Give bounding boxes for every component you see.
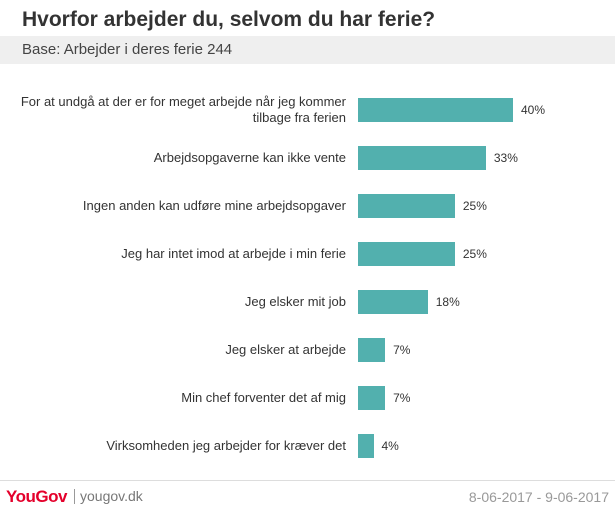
bar — [358, 338, 386, 362]
category-label: Jeg elsker mit job — [244, 294, 346, 309]
value-label: 7% — [393, 391, 411, 405]
bar — [358, 290, 428, 314]
value-label: 25% — [462, 199, 487, 213]
value-label: 33% — [493, 151, 518, 165]
bar — [358, 98, 513, 122]
bar — [358, 194, 455, 218]
category-label: Min chef forventer det af mig — [181, 390, 346, 405]
chart-subtitle: Base: Arbejder i deres ferie 244 — [22, 41, 233, 58]
value-label: 4% — [381, 439, 399, 453]
value-label: 18% — [435, 295, 460, 309]
category-label: Arbejdsopgaverne kan ikke vente — [153, 150, 346, 165]
category-label: For at undgå at der er for meget arbejde… — [20, 94, 346, 125]
value-label: 25% — [462, 247, 487, 261]
site: yougov.dk — [74, 489, 143, 504]
chart-title: Hvorfor arbejder du, selvom du har ferie… — [22, 8, 436, 31]
bar — [358, 242, 455, 266]
value-label: 7% — [393, 343, 411, 357]
brand: YouGov — [6, 487, 67, 506]
subtitle-band — [0, 36, 615, 64]
category-label: Virksomheden jeg arbejder for kræver det — [106, 438, 346, 453]
footer-divider — [0, 480, 615, 481]
bar — [358, 146, 486, 170]
category-label: Jeg har intet imod at arbejde i min feri… — [121, 246, 346, 261]
date-range: 8-06-2017 - 9-06-2017 — [468, 489, 609, 505]
category-label: Jeg elsker at arbejde — [225, 342, 346, 357]
bar — [358, 434, 374, 458]
bar — [358, 386, 386, 410]
value-label: 40% — [521, 103, 546, 117]
category-label: Ingen anden kan udføre mine arbejdsopgav… — [82, 198, 346, 213]
